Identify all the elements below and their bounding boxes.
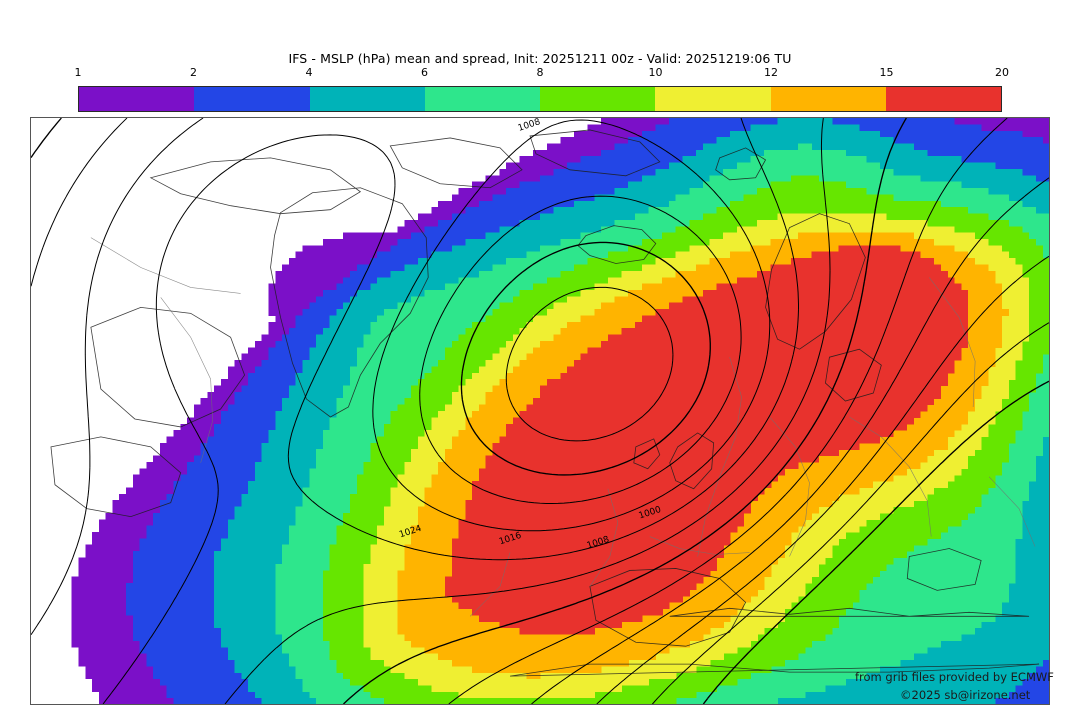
spread-band-15-20: [444, 245, 969, 635]
coastline-3: [389, 137, 523, 189]
colorbar-tick-labels: 1 2 4 6 8 10 12 15 20: [74, 66, 1010, 82]
colorbar-segment-8-10: [540, 87, 656, 111]
colorbar-segment-12-15: [770, 87, 886, 111]
colorbar-tick-4: 4: [305, 66, 313, 79]
copyright-credit: ©2025 sb@irizone.net: [900, 688, 1031, 702]
spread-band-6-8: [275, 143, 1049, 704]
colorbar-segment-1-2: [79, 87, 195, 111]
colorbar-tick-12: 12: [764, 66, 778, 79]
colorbar-segment-10-12: [655, 87, 771, 111]
border-0: [697, 357, 742, 557]
spread-band-4-6: [214, 118, 1049, 704]
colorbar-tick-6: 6: [421, 66, 428, 79]
coastline-5: [715, 147, 767, 181]
coastline-10: [509, 663, 1040, 677]
colorbar-segment-4-6: [309, 87, 425, 111]
isobar-1040: [343, 118, 907, 704]
coastline-4: [529, 129, 661, 177]
colorbar-segment-2-4: [194, 87, 310, 111]
border-9: [469, 552, 511, 617]
spread-filled-contours: [71, 118, 1049, 704]
coastline-14: [906, 548, 982, 591]
border-4: [849, 416, 932, 537]
colorbar-tick-15: 15: [879, 66, 894, 79]
isobar-1028: [31, 118, 771, 636]
coastline-2: [149, 157, 362, 215]
isobar-1052: [596, 255, 1049, 704]
colorbar: [78, 86, 1002, 112]
colorbar-tick-10: 10: [648, 66, 663, 79]
coastline-15: [825, 348, 882, 402]
isobar-1016: [505, 286, 674, 442]
data-source-credit: from grib files provided by ECMWF: [855, 670, 1054, 684]
country-borders-layer: [90, 237, 1036, 617]
coastline-12: [50, 436, 182, 518]
border-1: [769, 416, 810, 557]
coastline-8: [633, 438, 661, 470]
spread-band-above-max: [540, 258, 935, 539]
border-2: [649, 536, 750, 555]
border-7: [928, 277, 976, 408]
isobar-1048: [531, 177, 1049, 704]
spread-band-2-4: [126, 118, 1049, 704]
map-plot-area: 1024 1016 1008 1000 1008: [30, 117, 1050, 705]
isobar-1036: [224, 118, 831, 704]
isobar-1024: [31, 118, 742, 504]
coastline-7: [669, 432, 715, 490]
coastline-1: [577, 225, 657, 264]
isobar-1044: [448, 118, 1008, 704]
isobar-1020: [31, 118, 711, 476]
spread-band-12-15: [397, 232, 1009, 680]
mslp-isobar-contours: [31, 118, 1049, 704]
border-5: [160, 297, 213, 463]
coastline-11: [90, 306, 246, 428]
colorbar-tick-20: 20: [995, 66, 1009, 79]
colorbar-tick-1: 1: [74, 66, 82, 79]
page-title: IFS - MSLP (hPa) mean and spread, Init: …: [288, 51, 792, 66]
coastline-0: [270, 187, 429, 418]
coastline-9: [589, 568, 747, 647]
spread-band-1-2: [71, 118, 1049, 704]
colorbar-tick-8: 8: [536, 66, 544, 79]
isobar-1056: [652, 322, 1049, 704]
colorbar-tick-2: 2: [190, 66, 197, 79]
coastline-13: [669, 607, 1030, 617]
spread-band-8-10: [322, 175, 1049, 704]
colorbar-segment-6-8: [424, 87, 540, 111]
border-8: [988, 476, 1036, 547]
isobar-1032: [102, 118, 799, 704]
isobar-1060: [702, 380, 1049, 704]
spread-band-10-12: [363, 213, 1030, 699]
border-3: [589, 488, 619, 587]
colorbar-segment-15-20: [885, 87, 1001, 111]
border-6: [90, 237, 241, 294]
colorbar-segments: [78, 86, 1002, 112]
